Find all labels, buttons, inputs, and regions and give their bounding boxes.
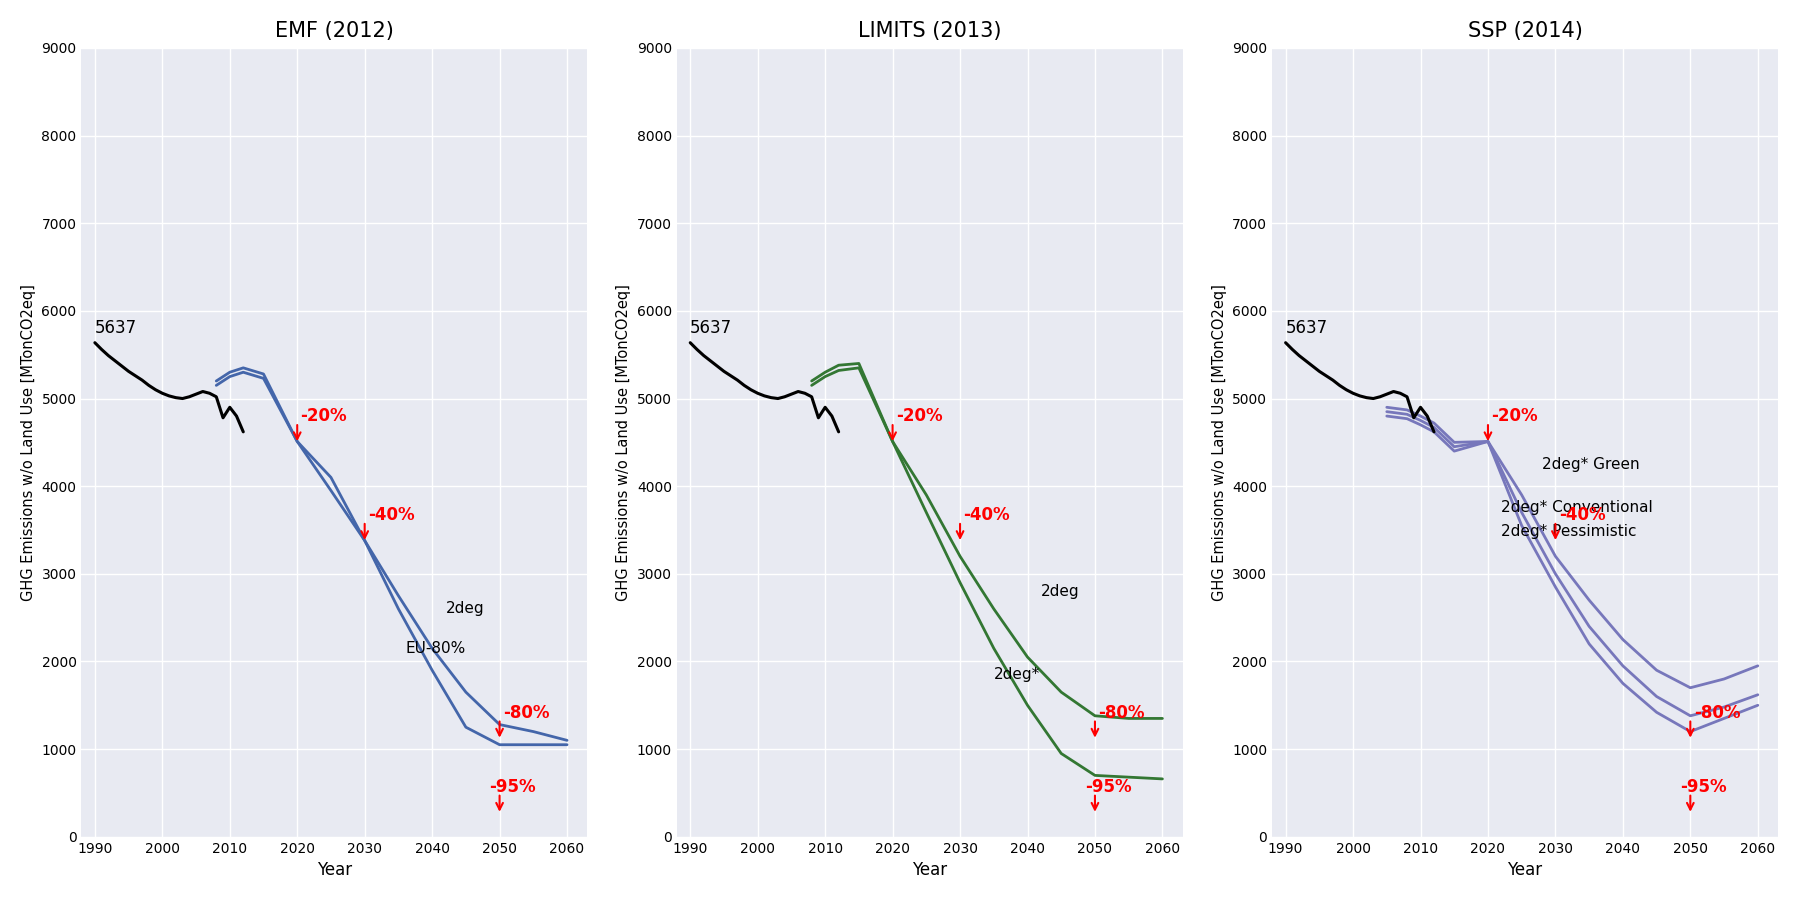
- Text: -40%: -40%: [367, 506, 414, 524]
- Text: 2deg* Green: 2deg* Green: [1543, 456, 1640, 472]
- X-axis label: Year: Year: [913, 861, 947, 879]
- Title: SSP (2014): SSP (2014): [1467, 21, 1582, 40]
- Y-axis label: GHG Emissions w/o Land Use [MTonCO2eq]: GHG Emissions w/o Land Use [MTonCO2eq]: [22, 284, 36, 601]
- Text: -20%: -20%: [301, 408, 347, 426]
- Title: EMF (2012): EMF (2012): [275, 21, 394, 40]
- Text: 2deg: 2deg: [1040, 584, 1080, 598]
- Y-axis label: GHG Emissions w/o Land Use [MTonCO2eq]: GHG Emissions w/o Land Use [MTonCO2eq]: [616, 284, 632, 601]
- X-axis label: Year: Year: [317, 861, 351, 879]
- Text: 2deg* Pessimistic: 2deg* Pessimistic: [1501, 524, 1636, 539]
- Y-axis label: GHG Emissions w/o Land Use [MTonCO2eq]: GHG Emissions w/o Land Use [MTonCO2eq]: [1211, 284, 1226, 601]
- Text: -20%: -20%: [896, 408, 943, 426]
- Text: -80%: -80%: [502, 704, 549, 722]
- Text: -95%: -95%: [1679, 778, 1726, 796]
- X-axis label: Year: Year: [1508, 861, 1543, 879]
- Text: -40%: -40%: [963, 506, 1010, 524]
- Text: 5637: 5637: [95, 319, 137, 337]
- Text: 5637: 5637: [689, 319, 733, 337]
- Text: -40%: -40%: [1559, 506, 1606, 524]
- Text: 5637: 5637: [1285, 319, 1328, 337]
- Text: -80%: -80%: [1694, 704, 1741, 722]
- Text: 2deg* Conventional: 2deg* Conventional: [1501, 500, 1652, 516]
- Text: -20%: -20%: [1492, 408, 1537, 426]
- Title: LIMITS (2013): LIMITS (2013): [859, 21, 1001, 40]
- Text: -80%: -80%: [1098, 704, 1145, 722]
- Text: EU-80%: EU-80%: [405, 641, 466, 656]
- Text: -95%: -95%: [1085, 778, 1132, 796]
- Text: 2deg*: 2deg*: [994, 667, 1040, 682]
- Text: 2deg: 2deg: [446, 601, 484, 617]
- Text: -95%: -95%: [490, 778, 536, 796]
